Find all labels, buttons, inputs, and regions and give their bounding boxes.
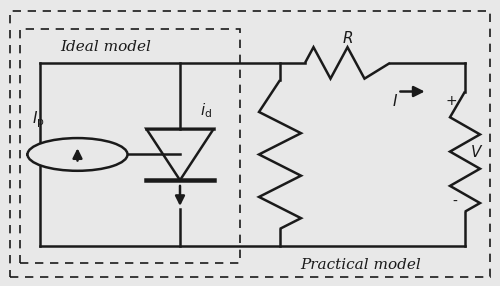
Ellipse shape — [28, 138, 128, 171]
Text: $V$: $V$ — [470, 144, 484, 160]
Text: $I_{\rm p}$: $I_{\rm p}$ — [32, 109, 45, 130]
Bar — [20, 29, 240, 263]
Text: Ideal model: Ideal model — [60, 40, 151, 54]
Text: Practical model: Practical model — [300, 258, 421, 272]
Text: $i_{\rm d}$: $i_{\rm d}$ — [200, 102, 212, 120]
Text: -: - — [452, 195, 458, 209]
Text: $R$: $R$ — [342, 30, 353, 46]
Text: $I$: $I$ — [392, 93, 398, 109]
Text: +: + — [446, 94, 458, 108]
